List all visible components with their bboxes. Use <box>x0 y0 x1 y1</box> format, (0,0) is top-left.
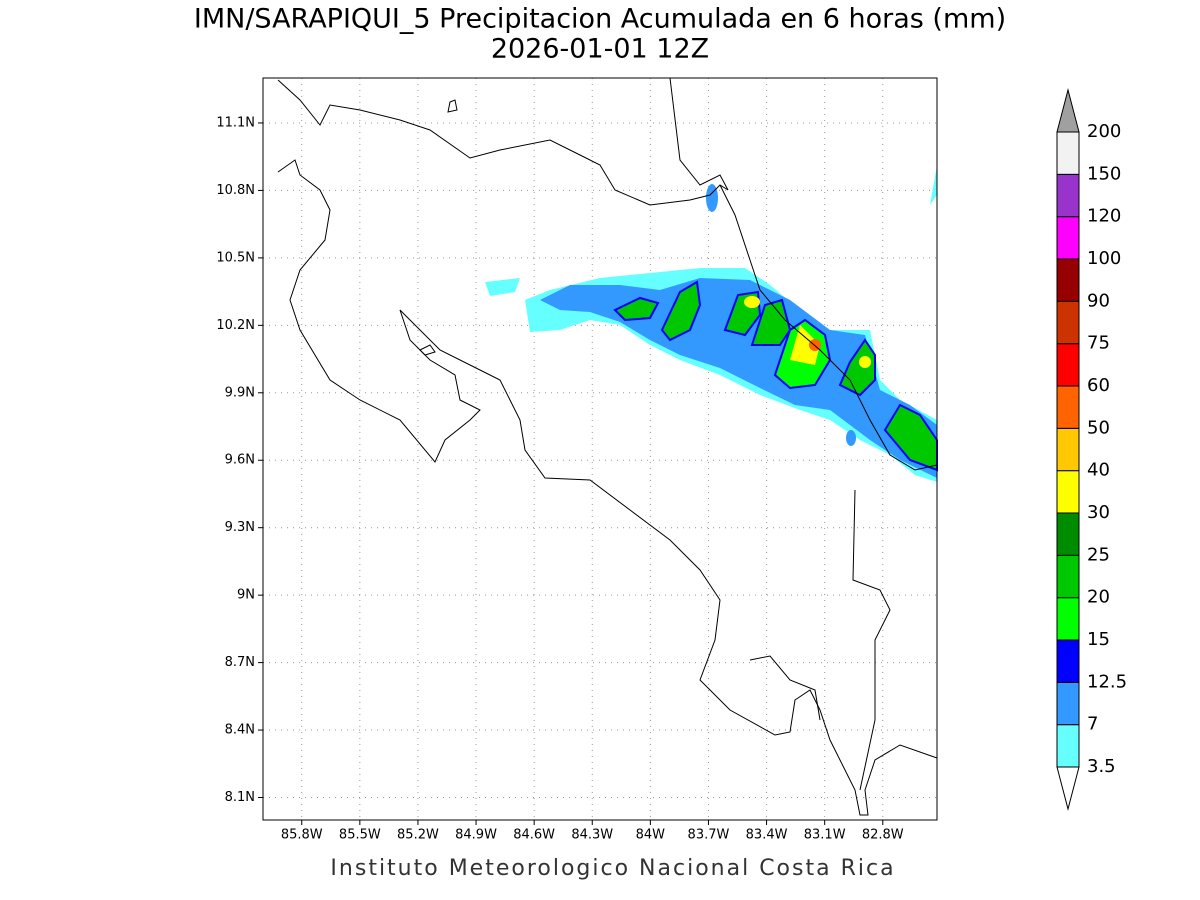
x-tick-label: 84W <box>636 828 666 843</box>
colorbar-segment <box>1056 385 1080 429</box>
colorbar-label: 50 <box>1087 417 1110 438</box>
grid <box>263 78 937 820</box>
footer: Instituto Meteorologico Nacional Costa R… <box>330 856 895 881</box>
y-tick-label: 9.6N <box>225 453 255 468</box>
colorbar-segment <box>1056 470 1080 514</box>
coastline <box>277 77 938 816</box>
title: IMN/SARAPIQUI_5 Precipitacion Acumulada … <box>194 4 1006 35</box>
colorbar-segment <box>1056 724 1080 768</box>
colorbar-segment <box>1056 343 1080 387</box>
colorbar-segment <box>1056 597 1080 641</box>
colorbar-label: 3.5 <box>1087 756 1116 777</box>
colorbar-label: 90 <box>1087 290 1110 311</box>
precipitation <box>485 165 938 482</box>
colorbar-label: 7 <box>1087 714 1098 735</box>
colorbar-over <box>1056 88 1080 133</box>
colorbar-label: 15 <box>1087 629 1110 650</box>
colorbar-label: 20 <box>1087 587 1110 608</box>
colorbar-label: 200 <box>1087 121 1121 142</box>
subtitle: 2026-01-01 12Z <box>491 34 709 65</box>
y-tick-label: 8.1N <box>225 790 255 805</box>
x-tick-label: 85.5W <box>339 828 381 843</box>
colorbar-label: 100 <box>1087 248 1121 269</box>
colorbar-label: 25 <box>1087 544 1110 565</box>
x-tick-label: 84.3W <box>571 828 613 843</box>
map-frame <box>262 77 938 821</box>
colorbar-label: 150 <box>1087 163 1121 184</box>
y-tick-label: 8.4N <box>225 723 255 738</box>
x-tick-label: 82.8W <box>862 828 904 843</box>
colorbar-label: 75 <box>1087 333 1110 354</box>
colorbar-segment <box>1056 300 1080 345</box>
colorbar-segment <box>1056 216 1080 260</box>
y-tick-label: 8.7N <box>225 655 255 670</box>
x-tick-label: 84.9W <box>455 828 497 843</box>
colorbar-label: 12.5 <box>1087 671 1127 692</box>
x-tick-label: 83.4W <box>746 828 788 843</box>
y-tick-label: 11.1N <box>216 115 255 130</box>
colorbar-segment <box>1056 131 1080 175</box>
x-tick-label: 84.6W <box>513 828 555 843</box>
colorbar-segment <box>1056 258 1080 302</box>
colorbar-segment <box>1056 427 1080 472</box>
colorbar-label: 60 <box>1087 375 1110 396</box>
colorbar-under <box>1056 766 1080 811</box>
colorbar-label: 30 <box>1087 502 1110 523</box>
x-tick-label: 83.1W <box>804 828 846 843</box>
colorbar-label: 40 <box>1087 460 1110 481</box>
y-tick-label: 10.5N <box>216 250 255 265</box>
x-tick-label: 85.2W <box>397 828 439 843</box>
y-tick-label: 10.2N <box>216 318 255 333</box>
y-tick-label: 9N <box>237 588 255 603</box>
colorbar-segment <box>1056 554 1080 599</box>
colorbar: 3.5 7 12.5 15 20 25 30 40 50 60 75 90 100 120 150 200 <box>1056 88 1127 811</box>
y-tick-label: 9.3N <box>225 520 255 535</box>
y-tick-label: 9.9N <box>225 385 255 400</box>
colorbar-label: 120 <box>1087 206 1121 227</box>
colorbar-segment <box>1056 639 1080 683</box>
colorbar-segment <box>1056 512 1080 556</box>
x-tick-label: 85.8W <box>281 828 323 843</box>
colorbar-segment <box>1056 173 1080 218</box>
x-tick-label: 83.7W <box>688 828 730 843</box>
y-tick-label: 10.8N <box>216 183 255 198</box>
colorbar-segment <box>1056 681 1080 726</box>
